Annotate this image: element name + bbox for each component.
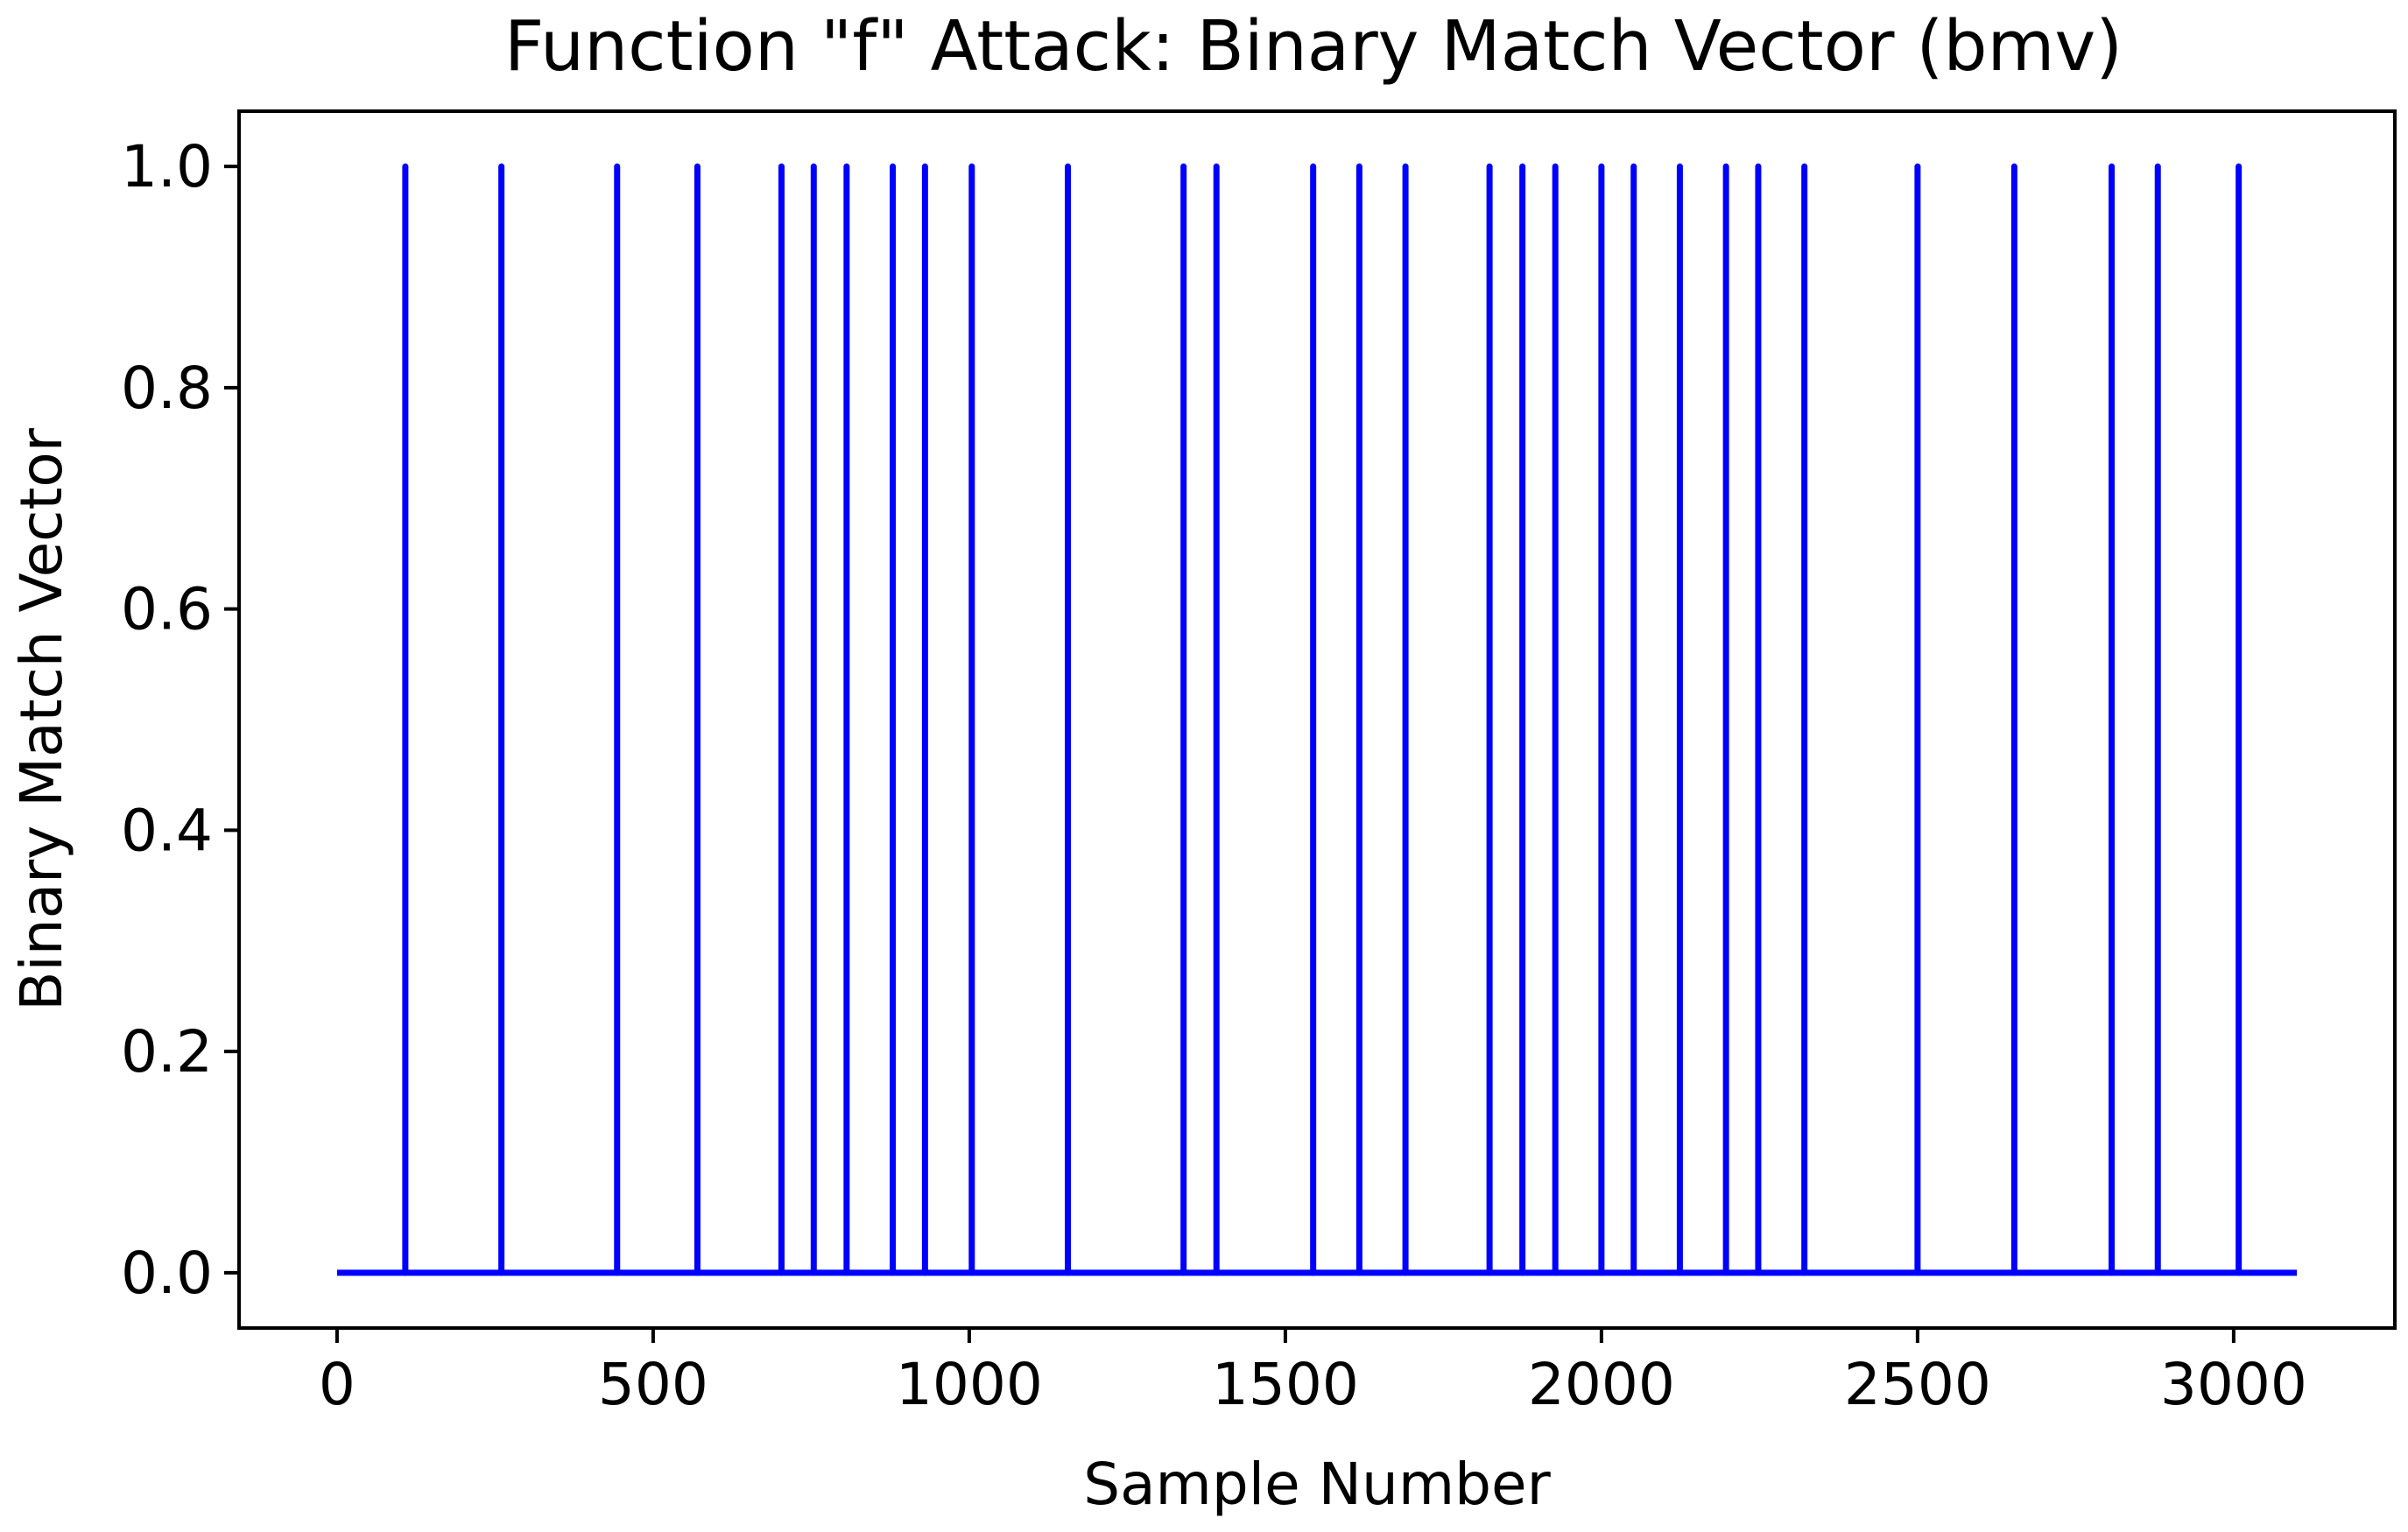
x-tick-label-3000: 3000	[2160, 1351, 2307, 1418]
y-tick-label-1.0: 1.0	[121, 133, 213, 200]
series-layer	[336, 163, 2298, 1276]
y-axis: 0.0 0.2 0.4 0.6 0.8 1.0	[121, 133, 239, 1307]
plot-frame	[237, 109, 2397, 1330]
x-tick-label-2000: 2000	[1528, 1351, 1675, 1418]
y-axis-label: Binary Match Vector	[8, 427, 75, 1011]
x-tick-label-0: 0	[319, 1351, 356, 1418]
x-tick-label-1500: 1500	[1212, 1351, 1359, 1418]
y-tick-label-0.4: 0.4	[121, 797, 213, 864]
x-tick-label-500: 500	[598, 1351, 708, 1418]
y-tick-label-0.6: 0.6	[121, 576, 213, 643]
x-axis-label: Sample Number	[1083, 1451, 1551, 1518]
x-tick-label-1000: 1000	[896, 1351, 1043, 1418]
chart-title: Function "f" Attack: Binary Match Vector…	[504, 6, 2123, 87]
y-tick-label-0.2: 0.2	[121, 1018, 213, 1086]
y-tick-label-0.8: 0.8	[121, 355, 213, 422]
y-tick-label-0.0: 0.0	[121, 1240, 213, 1307]
x-tick-label-2500: 2500	[1844, 1351, 1991, 1418]
x-axis: 0 500 1000 1500 2000 2500 3000	[319, 1328, 2307, 1418]
